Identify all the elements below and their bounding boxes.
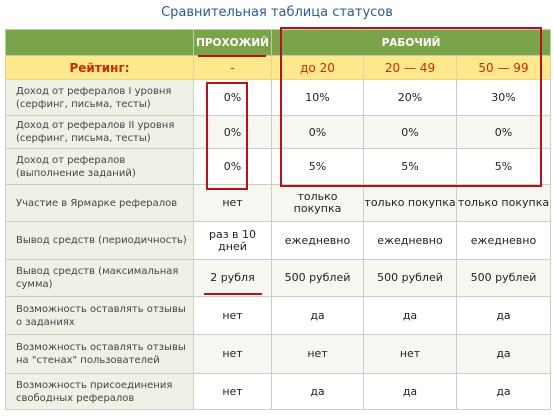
cell-level-1: 0% bbox=[271, 115, 364, 149]
cell-level-3: только покупка bbox=[456, 184, 551, 222]
cell-prokhozhiy: 0% bbox=[193, 79, 272, 116]
cell-level-2: да bbox=[363, 296, 457, 335]
cell-level-3: да bbox=[456, 373, 551, 410]
row-label: Доход от рефералов (выполнение заданий) bbox=[5, 148, 194, 185]
cell-level-3: 500 рублей bbox=[456, 259, 551, 297]
cell-prokhozhiy: раз в 10 дней bbox=[193, 221, 272, 260]
cell-prokhozhiy: 2 рубля bbox=[193, 259, 272, 297]
cell-level-2: 500 рублей bbox=[363, 259, 457, 297]
rating-prokhozhiy: - bbox=[193, 55, 272, 80]
cell-level-2: ежедневно bbox=[363, 221, 457, 260]
cell-prokhozhiy: нет bbox=[193, 334, 272, 374]
cell-level-3: ежедневно bbox=[456, 221, 551, 260]
prokhozhiy-underline-mark bbox=[198, 55, 266, 57]
cell-level-1: 10% bbox=[271, 79, 364, 116]
row-label: Возможность оставлять отзывы на "стенах"… bbox=[5, 334, 194, 374]
row-label: Возможность оставлять отзывы о заданиях bbox=[5, 296, 194, 335]
cell-level-2: только покупка bbox=[363, 184, 457, 222]
cell-prokhozhiy: нет bbox=[193, 184, 272, 222]
cell-prokhozhiy: нет bbox=[193, 373, 272, 410]
cell-level-1: только покупка bbox=[271, 184, 364, 222]
row-label: Возможность присоединения свободных рефе… bbox=[5, 373, 194, 410]
table-row: Возможность оставлять отзывы на "стенах"… bbox=[5, 334, 551, 374]
cell-level-2: да bbox=[363, 373, 457, 410]
cell-prokhozhiy: 0% bbox=[193, 115, 272, 149]
table-row: Возможность оставлять отзывы о заданиях … bbox=[5, 296, 551, 335]
table-row: Доход от рефералов (выполнение заданий) … bbox=[5, 148, 551, 185]
status-comparison-table: ПРОХОЖИЙ РАБОЧИЙ Рейтинг: - до 20 20 — 4… bbox=[5, 29, 551, 410]
table-row: Доход от рефералов II уровня (серфинг, п… bbox=[5, 115, 551, 149]
cell-level-1: да bbox=[271, 296, 364, 335]
table-row: Вывод средств (максимальная сумма) 2 руб… bbox=[5, 259, 551, 297]
cell-level-3: 30% bbox=[456, 79, 551, 116]
cell-level-3: да bbox=[456, 296, 551, 335]
cell-level-1: ежедневно bbox=[271, 221, 364, 260]
cell-level-3: да bbox=[456, 334, 551, 374]
table-row: Участие в Ярмарке рефералов нет только п… bbox=[5, 184, 551, 222]
rating-label: Рейтинг: bbox=[5, 55, 194, 80]
table-header-row: ПРОХОЖИЙ РАБОЧИЙ bbox=[5, 29, 551, 56]
rating-level-1: до 20 bbox=[271, 55, 364, 80]
withdraw-limit-underline-mark bbox=[204, 293, 262, 295]
table-row: Возможность присоединения свободных рефе… bbox=[5, 373, 551, 410]
cell-prokhozhiy: нет bbox=[193, 296, 272, 335]
cell-level-2: 20% bbox=[363, 79, 457, 116]
cell-level-3: 5% bbox=[456, 148, 551, 185]
cell-level-3: 0% bbox=[456, 115, 551, 149]
header-blank-cell bbox=[5, 29, 194, 56]
row-label: Доход от рефералов II уровня (серфинг, п… bbox=[5, 115, 194, 149]
header-prokhozhiy: ПРОХОЖИЙ bbox=[193, 29, 272, 56]
table-row: Вывод средств (периодичность) раз в 10 д… bbox=[5, 221, 551, 260]
rating-row: Рейтинг: - до 20 20 — 49 50 — 99 bbox=[5, 55, 551, 80]
row-label: Доход от рефералов I уровня (серфинг, пи… bbox=[5, 79, 194, 116]
cell-level-1: 5% bbox=[271, 148, 364, 185]
row-label: Вывод средств (периодичность) bbox=[5, 221, 194, 260]
row-label: Участие в Ярмарке рефералов bbox=[5, 184, 194, 222]
cell-level-1: да bbox=[271, 373, 364, 410]
cell-level-2: 5% bbox=[363, 148, 457, 185]
row-label: Вывод средств (максимальная сумма) bbox=[5, 259, 194, 297]
table-row: Доход от рефералов I уровня (серфинг, пи… bbox=[5, 79, 551, 116]
cell-level-2: нет bbox=[363, 334, 457, 374]
rating-level-2: 20 — 49 bbox=[363, 55, 457, 80]
cell-level-2: 0% bbox=[363, 115, 457, 149]
header-rabochiy: РАБОЧИЙ bbox=[271, 29, 551, 56]
cell-prokhozhiy: 0% bbox=[193, 148, 272, 185]
rating-level-3: 50 — 99 bbox=[456, 55, 551, 80]
page-title: Сравнительная таблица статусов bbox=[161, 5, 393, 20]
cell-level-1: 500 рублей bbox=[271, 259, 364, 297]
cell-level-1: нет bbox=[271, 334, 364, 374]
